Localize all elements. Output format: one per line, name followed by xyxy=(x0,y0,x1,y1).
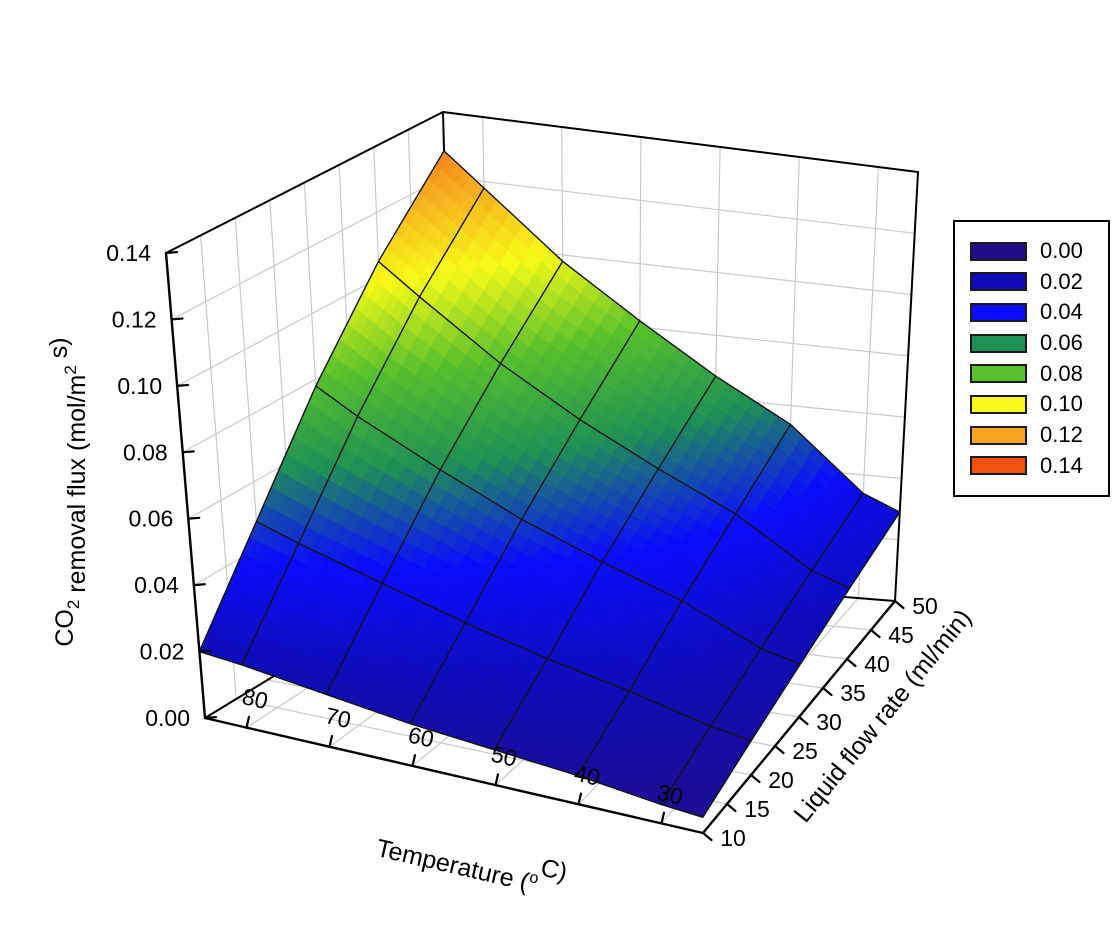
z-axis: 0.00 0.02 0.04 0.06 0.08 0.10 0.12 0.14 CO2 remo… xyxy=(45,240,218,731)
y-axis-tick-label: 40 xyxy=(864,651,890,677)
legend-label: 0.06 xyxy=(1040,330,1083,356)
z-axis-tick-label: 0.12 xyxy=(112,306,157,332)
legend-label: 0.12 xyxy=(1040,422,1083,448)
legend-item: 0.14 xyxy=(970,452,1108,478)
z-axis-title: CO2 removal flux (mol/m2 s) xyxy=(45,337,91,646)
legend-item: 0.10 xyxy=(970,391,1108,417)
legend-swatch xyxy=(970,364,1027,384)
z-axis-tick-label: 0.10 xyxy=(117,373,162,399)
legend-item: 0.02 xyxy=(970,268,1108,294)
legend-label: 0.14 xyxy=(1040,452,1083,478)
legend-label: 0.04 xyxy=(1040,299,1083,325)
y-axis-tick-label: 15 xyxy=(744,796,770,822)
legend-item: 0.00 xyxy=(970,238,1108,264)
legend-swatch xyxy=(970,394,1027,414)
legend-swatch xyxy=(970,302,1027,322)
legend-label: 0.02 xyxy=(1040,268,1083,294)
y-axis-tick-label: 20 xyxy=(768,767,794,793)
z-axis-tick-label: 0.04 xyxy=(134,572,179,598)
legend-label: 0.00 xyxy=(1040,238,1083,264)
x-axis-tick-label: 80 xyxy=(240,683,271,714)
legend-label: 0.10 xyxy=(1040,391,1083,417)
y-axis-tick-label: 30 xyxy=(816,709,842,735)
legend-swatch xyxy=(970,241,1027,261)
y-axis-tick-label: 45 xyxy=(888,622,914,648)
legend-swatch xyxy=(970,456,1027,476)
legend-item: 0.04 xyxy=(970,299,1108,325)
x-axis-tick-label: 50 xyxy=(489,741,520,772)
legend-item: 0.12 xyxy=(970,422,1108,448)
legend-label: 0.08 xyxy=(1040,360,1083,386)
x-axis-title: Temperature (oC) xyxy=(374,817,570,905)
legend-swatch xyxy=(970,425,1027,445)
legend-swatch xyxy=(970,272,1027,292)
y-axis-tick-label: 10 xyxy=(720,825,746,851)
x-axis-tick-label: 40 xyxy=(572,760,603,791)
y-axis-tick-label: 35 xyxy=(840,680,866,706)
y-axis-tick-label: 25 xyxy=(792,738,818,764)
y-axis-tick-label: 50 xyxy=(912,593,938,619)
z-axis-tick-label: 0.14 xyxy=(106,240,151,266)
x-axis-tick-label: 70 xyxy=(323,702,354,733)
z-axis-tick-label: 0.02 xyxy=(140,639,185,665)
z-axis-tick-label: 0.06 xyxy=(129,506,174,532)
legend-item: 0.08 xyxy=(970,360,1108,386)
x-axis-tick-label: 30 xyxy=(655,779,686,810)
surface-mesh xyxy=(198,150,901,818)
legend-swatch xyxy=(970,333,1027,353)
legend-item: 0.06 xyxy=(970,330,1108,356)
z-axis-tick-label: 0.00 xyxy=(145,705,190,731)
z-axis-tick-label: 0.08 xyxy=(123,439,168,465)
x-axis-tick-label: 60 xyxy=(406,721,437,752)
legend: 0.00 0.02 0.04 0.06 0.08 0.10 0.12 0.14 xyxy=(953,220,1110,497)
